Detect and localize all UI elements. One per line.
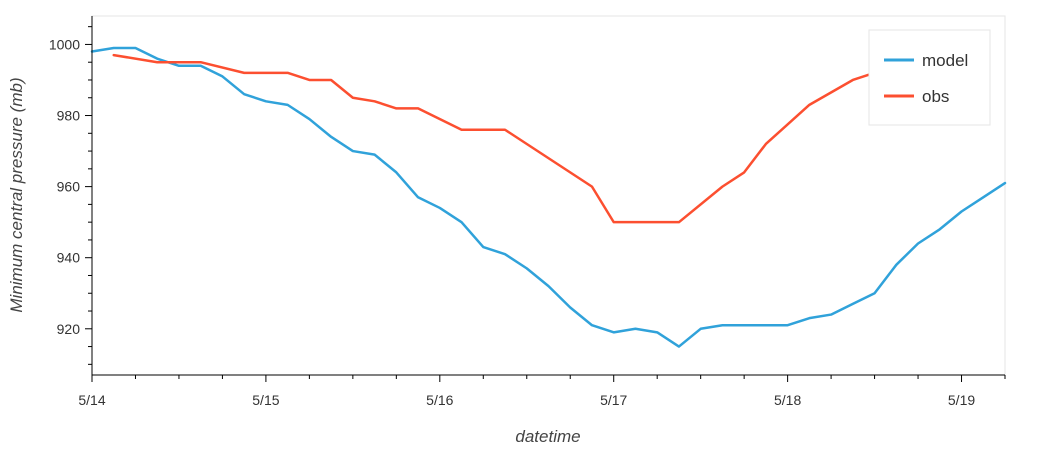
legend-box [868,29,991,126]
y-axis-title: Minimum central pressure (mb) [7,77,26,312]
y-tick-label: 1000 [49,36,80,52]
legend-label-obs: obs [922,87,949,106]
x-tick-label: 5/15 [252,392,279,408]
x-tick-label: 5/16 [426,392,453,408]
series-line-model [90,46,1007,348]
y-tick-label: 920 [57,321,81,337]
x-tick-label: 5/14 [78,392,105,408]
y-tick-label: 980 [57,108,81,124]
series-layer [90,46,1007,348]
x-axis-ticks: 5/14 5/15 5/16 5/17 5/18 5/19 [78,375,1006,408]
x-tick-label: 5/18 [774,392,801,408]
y-tick-label: 960 [57,179,81,195]
x-tick-label: 5/19 [948,392,975,408]
y-axis-ticks: 920 940 960 980 1000 [49,26,92,365]
y-tick-label: 940 [57,250,81,266]
x-axis-title: datetime [515,427,580,446]
series-line-obs [112,53,898,224]
x-tick-label: 5/17 [600,392,627,408]
legend: model obs [868,29,991,126]
legend-label-model: model [922,51,968,70]
